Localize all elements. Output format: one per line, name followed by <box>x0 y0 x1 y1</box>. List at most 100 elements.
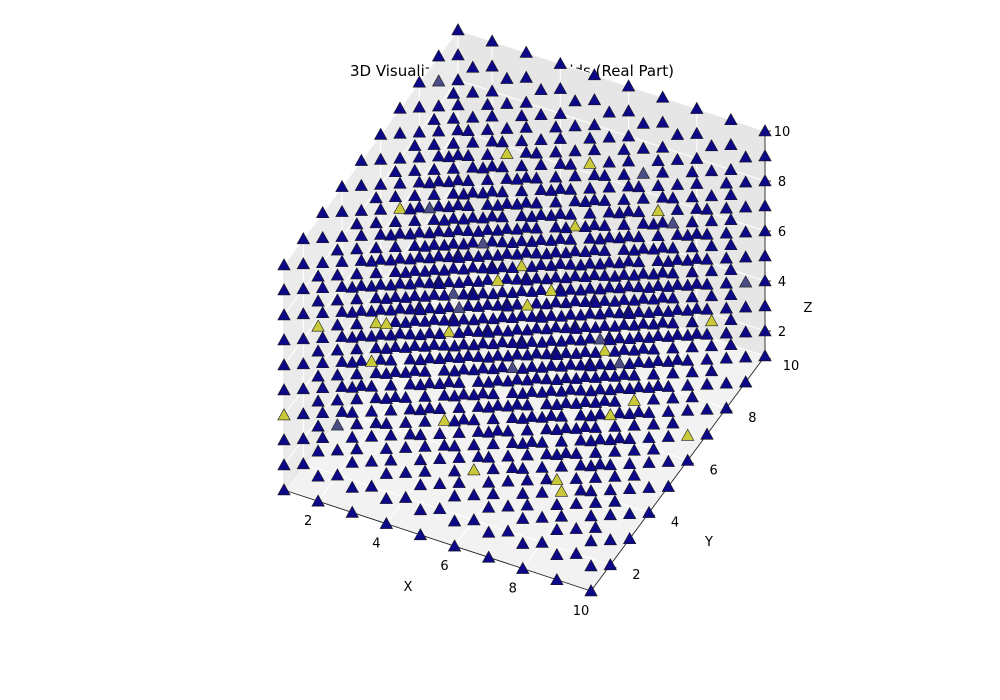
data-point <box>330 343 345 356</box>
data-point <box>738 175 753 188</box>
data-point <box>588 320 603 333</box>
data-point <box>398 290 413 303</box>
data-point <box>350 417 364 430</box>
data-point <box>655 240 670 253</box>
data-point <box>559 321 573 334</box>
data-point <box>719 301 734 314</box>
data-point-mid <box>593 332 607 345</box>
data-point <box>539 297 554 310</box>
data-point <box>685 340 699 353</box>
data-point <box>680 453 695 466</box>
data-point <box>651 228 665 242</box>
data-point <box>413 378 428 391</box>
data-point <box>330 293 345 306</box>
data-point <box>612 256 627 269</box>
data-point <box>485 209 499 222</box>
data-point <box>354 203 369 216</box>
data-point <box>612 431 627 444</box>
data-point <box>539 422 554 435</box>
data-point <box>700 302 714 315</box>
data-point <box>588 370 603 383</box>
data-point <box>719 226 734 239</box>
data-point <box>559 246 573 259</box>
data-point <box>685 165 699 178</box>
data-point <box>621 154 636 167</box>
data-point <box>384 378 398 391</box>
data-point <box>403 427 417 440</box>
data-point <box>563 257 578 270</box>
data-point <box>447 514 462 527</box>
data-point <box>587 268 602 281</box>
data-point <box>655 165 670 178</box>
data-point <box>491 373 505 386</box>
data-point <box>373 352 388 365</box>
data-point <box>491 198 505 211</box>
data-point <box>525 409 539 422</box>
data-point <box>296 257 311 270</box>
data-point <box>588 395 603 408</box>
data-point <box>379 291 394 304</box>
data-point <box>481 525 496 538</box>
data-point <box>569 446 583 459</box>
data-point <box>553 131 568 144</box>
data-point <box>403 277 417 290</box>
data-point <box>505 335 520 349</box>
data-point <box>461 198 475 212</box>
data-point <box>574 483 588 496</box>
data-point <box>655 215 670 228</box>
data-point <box>476 386 490 399</box>
data-point <box>505 310 520 324</box>
data-point <box>442 150 456 163</box>
data-point <box>584 434 598 447</box>
data-point <box>495 335 510 348</box>
data-point <box>544 183 558 196</box>
gridline-x-floor <box>385 288 561 524</box>
data-point <box>480 147 495 160</box>
data-point <box>550 547 564 561</box>
data-point <box>461 173 475 187</box>
data-point <box>491 223 505 236</box>
data-point <box>466 135 480 148</box>
data-point-mid <box>666 216 680 229</box>
data-point <box>655 90 670 103</box>
data-point <box>519 70 533 83</box>
data-point <box>655 315 670 328</box>
data-point <box>486 437 500 450</box>
data-point <box>587 218 602 231</box>
data-point <box>758 249 772 262</box>
data-point <box>602 130 616 143</box>
data-point <box>412 100 427 113</box>
data-point <box>612 281 627 294</box>
data-point <box>505 235 520 249</box>
data-point <box>700 252 714 265</box>
data-point <box>758 224 772 237</box>
data-point <box>627 343 641 356</box>
data-point <box>486 412 500 425</box>
data-point <box>724 112 738 126</box>
data-point <box>467 438 481 451</box>
data-point <box>364 429 379 442</box>
data-point <box>467 313 481 326</box>
data-point <box>642 430 656 443</box>
data-point <box>738 250 753 263</box>
data-point <box>412 125 427 138</box>
data-point <box>568 244 582 257</box>
data-point <box>608 469 622 482</box>
data-point <box>422 326 437 339</box>
data-point <box>330 243 345 256</box>
data-point <box>516 436 530 449</box>
data-point <box>413 478 428 491</box>
data-point <box>505 435 520 449</box>
data-point <box>539 322 554 335</box>
data-point <box>603 508 618 521</box>
data-point <box>427 262 441 275</box>
data-point-high <box>437 413 452 426</box>
data-point <box>724 237 738 251</box>
data-point <box>350 342 364 355</box>
data-point <box>534 182 548 196</box>
data-point <box>501 499 515 512</box>
data-point <box>612 306 627 319</box>
data-point <box>685 290 699 303</box>
data-point <box>535 435 549 448</box>
data-point <box>311 444 325 457</box>
